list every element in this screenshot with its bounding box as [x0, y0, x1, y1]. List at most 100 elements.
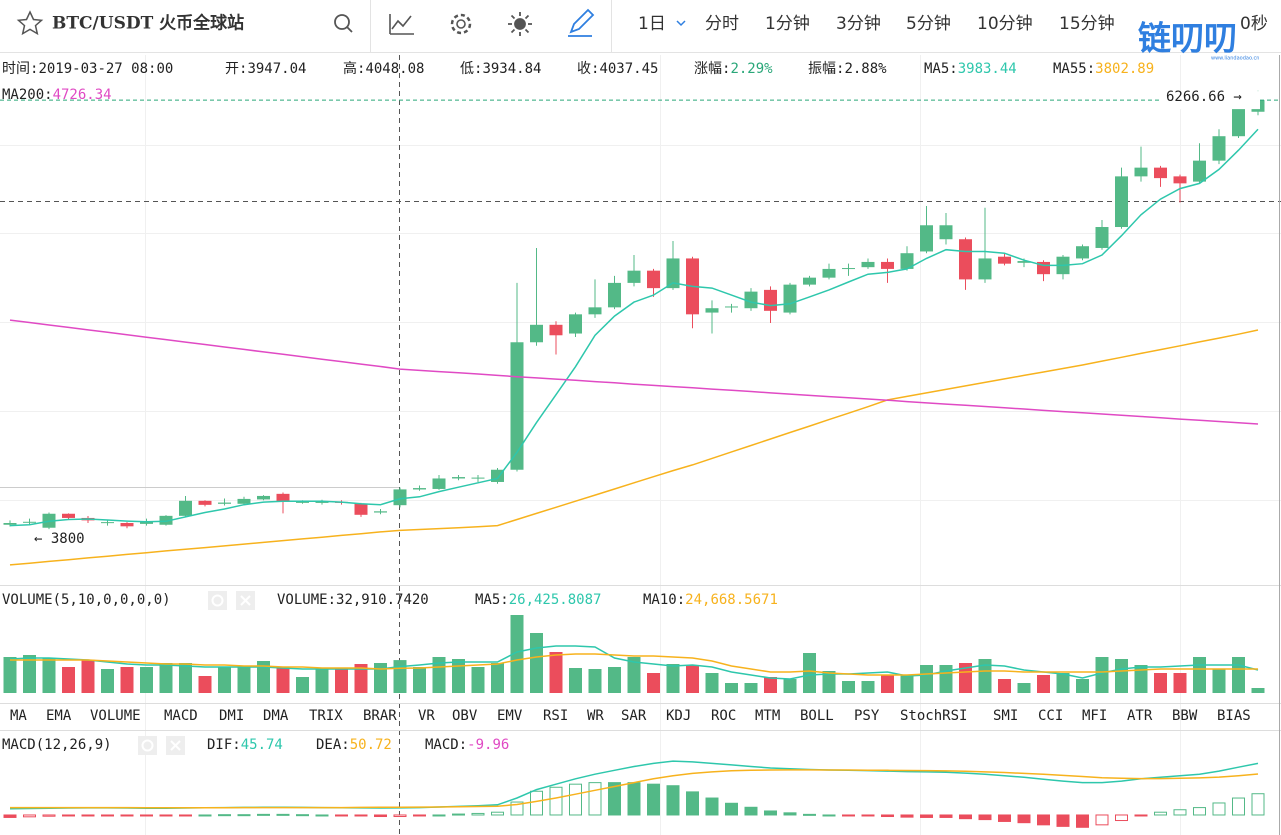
- volume-bar: [1056, 673, 1070, 693]
- info-item: 涨幅:2.29%: [694, 61, 773, 77]
- volume-bar: [939, 665, 953, 693]
- candle-body: [900, 253, 914, 269]
- info-item-value: 2019-03-27 08:00: [38, 61, 173, 77]
- last-price-label: 6266.66 →: [1166, 89, 1242, 105]
- volume-bar: [627, 657, 641, 693]
- interval-tab[interactable]: 分时: [705, 14, 739, 34]
- macd-bar: [627, 782, 641, 816]
- volume-bar: [218, 667, 231, 693]
- volume-bar: [647, 673, 660, 693]
- candle-body: [1115, 176, 1128, 228]
- indicator-tab[interactable]: OBV: [452, 708, 478, 724]
- indicator-tab[interactable]: BBW: [1172, 708, 1198, 724]
- macd-readout: DEA:50.72: [316, 737, 392, 753]
- volume-settings[interactable]: [208, 591, 227, 610]
- macd-close[interactable]: [166, 736, 185, 755]
- indicator-tab[interactable]: VR: [418, 708, 435, 724]
- interval-tab[interactable]: 10分钟: [977, 14, 1033, 34]
- interval-tab[interactable]: 0秒: [1240, 14, 1268, 34]
- indicator-tab[interactable]: SAR: [621, 708, 647, 724]
- volume-readout-label: MA5:: [475, 592, 509, 608]
- candle-body: [842, 268, 855, 270]
- interval-tab[interactable]: 3分钟: [836, 14, 881, 34]
- info-item-label: 高:: [343, 60, 365, 77]
- indicator-tab[interactable]: DMA: [263, 708, 289, 724]
- macd-bar: [822, 814, 836, 817]
- indicator-tab[interactable]: SMI: [993, 708, 1018, 724]
- macd-bar: [803, 813, 816, 816]
- interval-tab[interactable]: 15分钟: [1059, 14, 1115, 34]
- candle-body: [1193, 160, 1206, 182]
- volume-bar: [1193, 657, 1206, 693]
- info-item: 振幅:2.88%: [808, 61, 887, 77]
- interval-caret[interactable]: [676, 20, 686, 27]
- volume-bar: [549, 652, 563, 693]
- candle-body: [237, 498, 251, 504]
- volume-bar: [530, 633, 543, 693]
- indicator-tab[interactable]: CCI: [1038, 708, 1063, 724]
- indicator-tab[interactable]: TRIX: [309, 708, 343, 724]
- indicator-tab[interactable]: EMA: [46, 708, 72, 724]
- search-button[interactable]: [334, 14, 353, 33]
- info-item-label: 涨幅:: [694, 61, 730, 77]
- indicator-button[interactable]: [389, 14, 414, 35]
- volume-bar: [471, 667, 485, 693]
- candle-body: [276, 493, 290, 502]
- indicator-tab[interactable]: DMI: [219, 708, 244, 724]
- volume-bar: [452, 659, 465, 693]
- indicator-tab[interactable]: MA: [10, 708, 27, 724]
- indicator-tab[interactable]: MACD: [164, 708, 198, 724]
- volume-close[interactable]: [236, 591, 255, 610]
- macd-bar: [549, 786, 563, 816]
- macd-bar: [491, 811, 504, 816]
- interval-tab[interactable]: 5分钟: [906, 14, 951, 34]
- volume-readout: VOLUME:32,910.7420: [277, 592, 429, 608]
- volume-bar: [588, 669, 602, 693]
- interval-tab[interactable]: 1日: [638, 14, 666, 34]
- macd-bar: [3, 814, 17, 818]
- macd-bar: [569, 783, 582, 816]
- info-item-label: 低:: [460, 61, 482, 77]
- indicator-tab[interactable]: KDJ: [666, 708, 691, 724]
- volume-bar: [159, 663, 173, 693]
- indicator-tab[interactable]: BOLL: [800, 708, 834, 724]
- theme-button[interactable]: [508, 12, 532, 36]
- indicator-tab[interactable]: EMV: [497, 708, 523, 724]
- indicator-tab[interactable]: RSI: [543, 708, 568, 724]
- indicator-tab[interactable]: MTM: [755, 708, 780, 724]
- indicator-tab[interactable]: StochRSI: [900, 708, 967, 724]
- info-item-value: 4048.08: [365, 61, 424, 77]
- volume-bar: [62, 667, 75, 693]
- indicator-tab[interactable]: WR: [587, 708, 604, 724]
- macd-bar: [1056, 814, 1070, 827]
- macd-bar: [1173, 809, 1187, 816]
- macd-bar: [393, 814, 407, 818]
- candle-body: [1173, 176, 1187, 184]
- volume-bar: [900, 675, 914, 693]
- indicator-tab[interactable]: MFI: [1082, 708, 1107, 724]
- volume-bar: [783, 679, 797, 693]
- macd-settings[interactable]: [138, 736, 157, 755]
- indicator-tab[interactable]: PSY: [854, 708, 880, 724]
- macd-bar: [1193, 807, 1206, 816]
- indicator-tab[interactable]: BIAS: [1217, 708, 1251, 724]
- candle-body: [120, 523, 134, 527]
- volume-readout-value: 32,910.7420: [336, 592, 429, 608]
- volume-bar: [1173, 673, 1187, 693]
- candle-body: [452, 477, 465, 479]
- macd-bar: [608, 782, 621, 816]
- indicator-tab[interactable]: ROC: [711, 708, 736, 724]
- favorite-icon[interactable]: [16, 10, 44, 36]
- indicator-tab[interactable]: BRAR: [363, 708, 397, 724]
- macd-bar: [413, 814, 426, 817]
- indicator-tab[interactable]: ATR: [1127, 708, 1153, 724]
- settings-button[interactable]: [450, 13, 472, 35]
- indicator-tab[interactable]: VOLUME: [90, 708, 141, 724]
- draw-button[interactable]: [568, 8, 595, 37]
- candle-body: [1212, 136, 1226, 161]
- volume-bar: [881, 675, 894, 693]
- macd-bar: [315, 814, 329, 817]
- interval-tab[interactable]: 1分钟: [765, 14, 810, 34]
- candle-body: [666, 258, 680, 289]
